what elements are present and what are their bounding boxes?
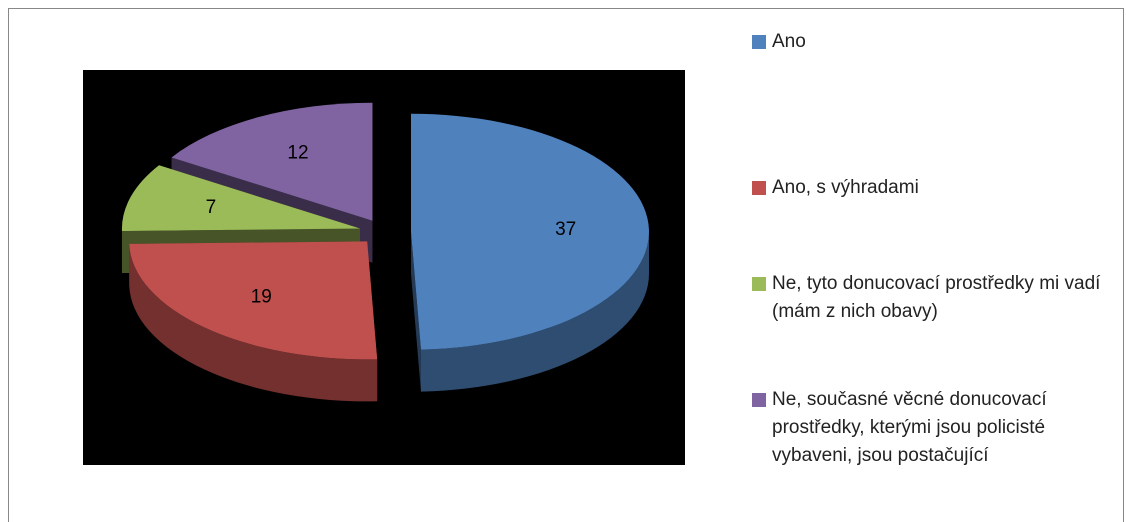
legend-item: Ano	[752, 28, 1117, 56]
slice	[129, 241, 378, 360]
slice	[410, 113, 649, 350]
data-label: 19	[251, 286, 272, 307]
slice-wall	[420, 231, 649, 392]
legend-item: Ne, současné věcné donucovací prostředky…	[752, 386, 1117, 470]
legend-item: Ne, tyto donucovací prostředky mi vadí (…	[752, 270, 1117, 326]
data-label: 12	[287, 143, 308, 164]
data-label: 37	[555, 219, 576, 240]
slice	[171, 102, 373, 221]
slice-wall	[129, 243, 378, 402]
chart-frame	[8, 8, 1124, 522]
legend-label: Ano, s výhradami	[772, 177, 919, 198]
slice-side	[410, 231, 421, 392]
legend-swatch	[752, 35, 766, 49]
legend-swatch	[752, 393, 766, 407]
legend-label: Ne, současné věcné donucovací prostředky…	[772, 389, 1047, 466]
legend-label: Ne, tyto donucovací prostředky mi vadí (…	[772, 273, 1101, 322]
legend-swatch	[752, 181, 766, 195]
slice	[121, 165, 360, 232]
legend-swatch	[752, 277, 766, 291]
legend-label: Ano	[772, 31, 806, 52]
legend-item: Ano, s výhradami	[752, 174, 1117, 202]
data-label: 7	[206, 197, 217, 218]
